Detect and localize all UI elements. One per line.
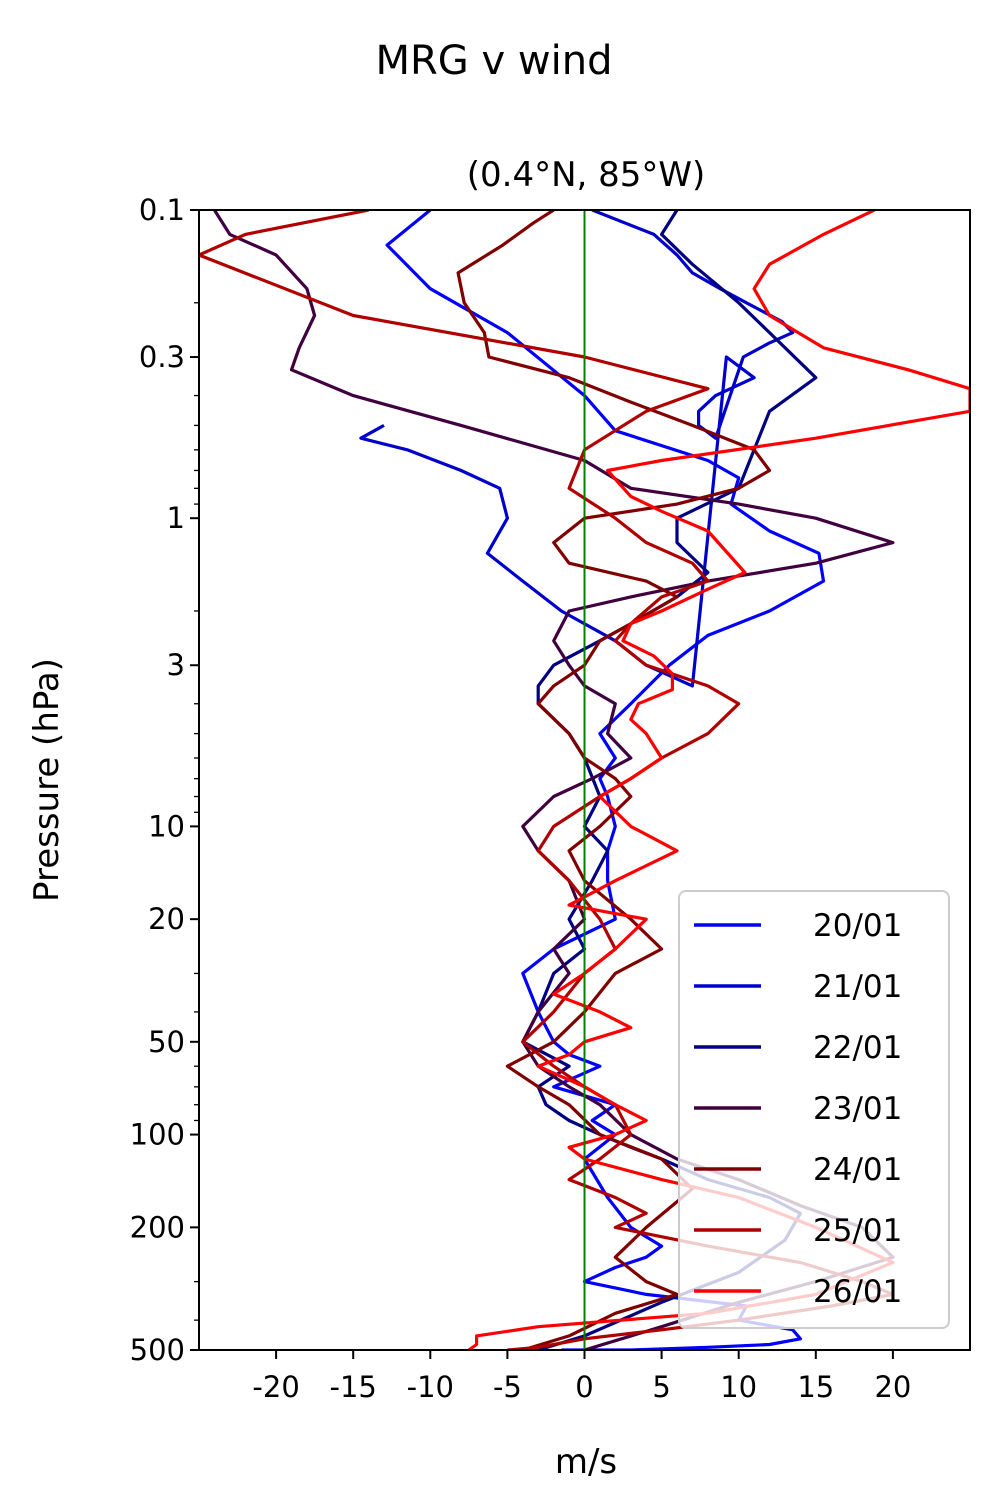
series-line-7 <box>467 210 970 1350</box>
x-tick-label: -20 <box>252 1370 299 1404</box>
legend-label: 22/01 <box>813 1030 902 1066</box>
x-tick-label: 20 <box>874 1370 911 1404</box>
y-tick-label: 50 <box>148 1025 185 1059</box>
legend-label: 20/01 <box>813 908 902 944</box>
y-axis-label: Pressure (hPa) <box>27 658 67 902</box>
y-tick-label: 200 <box>130 1210 185 1244</box>
y-tick-label: 10 <box>148 809 185 843</box>
legend-label: 24/01 <box>813 1152 902 1188</box>
y-tick-label: 100 <box>130 1118 185 1152</box>
legend-box <box>678 890 950 1329</box>
legend-label: 26/01 <box>813 1274 902 1310</box>
x-axis: -20 -15 -10 -5 0 5 10 15 20 <box>252 1350 911 1404</box>
y-tick-label: 3 <box>167 648 185 682</box>
chart-title: MRG v wind <box>376 38 613 84</box>
series-line-2 <box>359 210 795 688</box>
y-tick-label: 1 <box>167 501 185 535</box>
chart-subtitle: (0.4°N, 85°W) <box>467 155 706 195</box>
legend-label: 25/01 <box>813 1213 902 1249</box>
legend: 20/01 21/01 22/01 23/01 24/01 25/01 26/01 <box>678 890 950 1329</box>
x-tick-label: -15 <box>330 1370 377 1404</box>
x-tick-label: 0 <box>575 1370 593 1404</box>
y-tick-label: 500 <box>130 1333 185 1367</box>
y-axis: 0.1 0.3 1 3 10 20 50 100 200 500 <box>130 193 199 1367</box>
x-tick-label: 5 <box>652 1370 670 1404</box>
series-line-5 <box>456 210 772 1350</box>
legend-label: 23/01 <box>813 1091 902 1127</box>
x-tick-label: -5 <box>493 1370 522 1404</box>
y-tick-label: 20 <box>148 902 185 936</box>
y-tick-label: 0.3 <box>139 340 185 374</box>
y-tick-label: 0.1 <box>139 193 185 227</box>
x-tick-label: 15 <box>797 1370 834 1404</box>
legend-label: 21/01 <box>813 969 902 1005</box>
x-tick-label: -10 <box>407 1370 454 1404</box>
x-axis-label: m/s <box>555 1442 617 1482</box>
series-layer <box>199 210 970 1350</box>
x-tick-label: 10 <box>720 1370 757 1404</box>
